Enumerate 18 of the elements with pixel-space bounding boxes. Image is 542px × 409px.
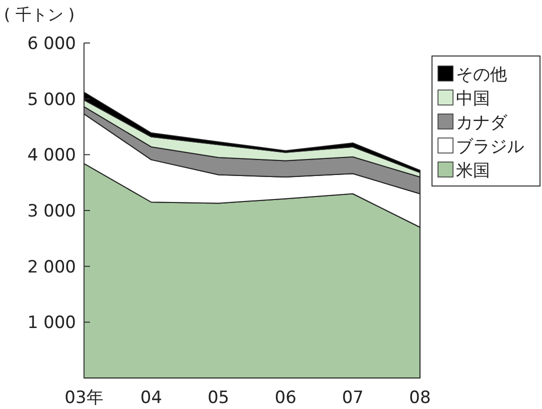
y-tick-label: 1 000 [27, 313, 76, 334]
y-tick-label: 4 000 [27, 146, 76, 166]
x-tick-label: 04 [140, 388, 162, 408]
y-axis-title: ( 千トン ) [4, 5, 75, 24]
y-tick-label: 6 000 [27, 34, 76, 54]
x-tick-label: 07 [342, 388, 364, 408]
x-tick-label: 06 [274, 388, 296, 408]
x-tick-label: 08 [409, 388, 431, 408]
legend-label: 中国 [456, 89, 490, 109]
y-tick-label: 2 000 [27, 257, 76, 278]
y-tick-label: 5 000 [27, 90, 76, 110]
legend-label: その他 [456, 65, 507, 85]
y-tick-label: 3 000 [27, 202, 76, 222]
x-tick-label: 03年 [64, 388, 104, 408]
legend-label: カナダ [456, 113, 508, 133]
x-tick-label: 05 [208, 388, 230, 408]
text: 米国 [456, 161, 490, 181]
legend-label: ブラジル [456, 137, 524, 157]
